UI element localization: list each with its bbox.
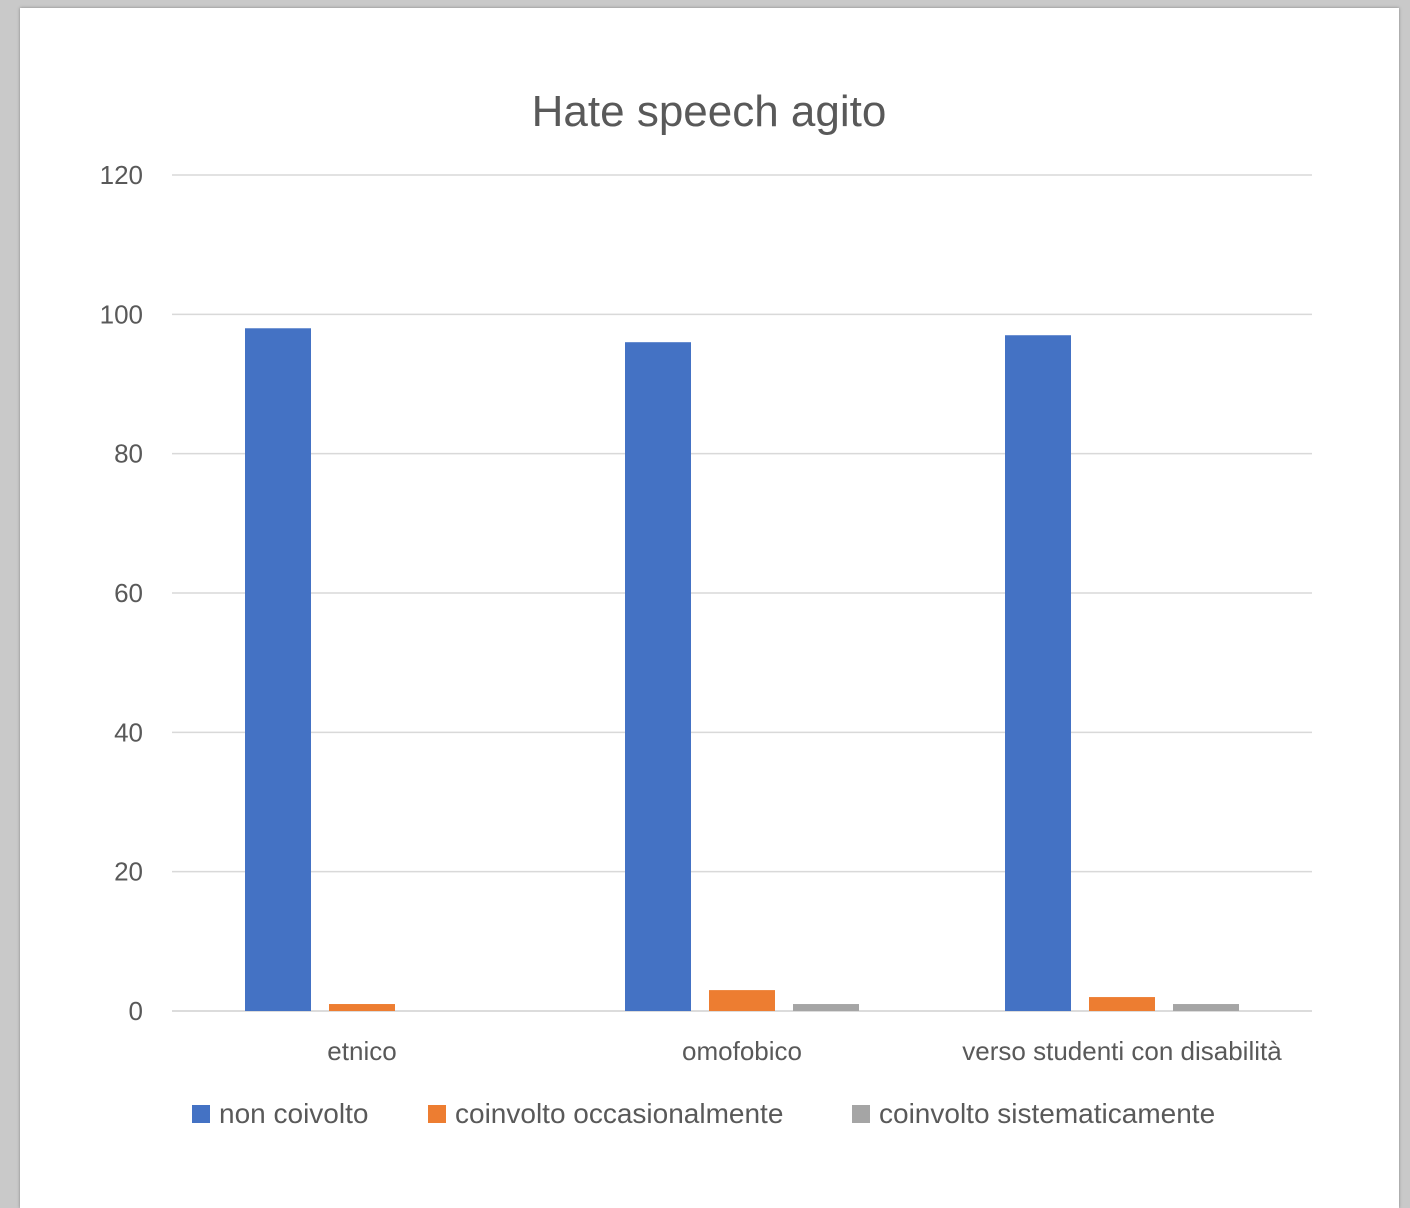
x-axis-categories: etnico omofobico verso studenti con disabi… bbox=[327, 1036, 1282, 1066]
legend-swatch bbox=[428, 1105, 446, 1123]
x-category-label: omofobico bbox=[682, 1036, 802, 1066]
y-tick-label: 20 bbox=[114, 857, 143, 887]
gridlines bbox=[172, 174, 1312, 1012]
y-tick-label: 100 bbox=[100, 299, 143, 329]
bar-non-coivolto-0 bbox=[245, 328, 311, 1011]
bar-coinvolto-sistematicamente-1 bbox=[793, 1004, 859, 1011]
y-tick-label: 60 bbox=[114, 578, 143, 608]
chart-title: Hate speech agito bbox=[532, 87, 887, 136]
legend: non coivolto coinvolto occasionalmente coi… bbox=[192, 1098, 1215, 1129]
y-tick-label: 0 bbox=[129, 996, 143, 1026]
legend-label: coinvolto sistematicamente bbox=[879, 1098, 1215, 1129]
y-tick-label: 40 bbox=[114, 717, 143, 747]
y-tick-label: 120 bbox=[100, 160, 143, 190]
bar-non-coivolto-1 bbox=[625, 342, 691, 1011]
bar-non-coivolto-2 bbox=[1005, 335, 1071, 1011]
bars bbox=[245, 328, 1239, 1011]
y-axis-ticks: 0 20 40 60 80 100 120 bbox=[100, 160, 143, 1026]
legend-swatch bbox=[852, 1105, 870, 1123]
y-tick-label: 80 bbox=[114, 439, 143, 469]
bar-coinvolto-occasionalmente-1 bbox=[709, 990, 775, 1011]
bar-coinvolto-occasionalmente-2 bbox=[1089, 997, 1155, 1011]
legend-label: non coivolto bbox=[219, 1098, 368, 1129]
bar-coinvolto-occasionalmente-0 bbox=[329, 1004, 395, 1011]
x-category-label: etnico bbox=[327, 1036, 396, 1066]
x-category-label: verso studenti con disabilità bbox=[962, 1036, 1282, 1066]
bar-coinvolto-sistematicamente-2 bbox=[1173, 1004, 1239, 1011]
legend-label: coinvolto occasionalmente bbox=[455, 1098, 783, 1129]
legend-swatch bbox=[192, 1105, 210, 1123]
